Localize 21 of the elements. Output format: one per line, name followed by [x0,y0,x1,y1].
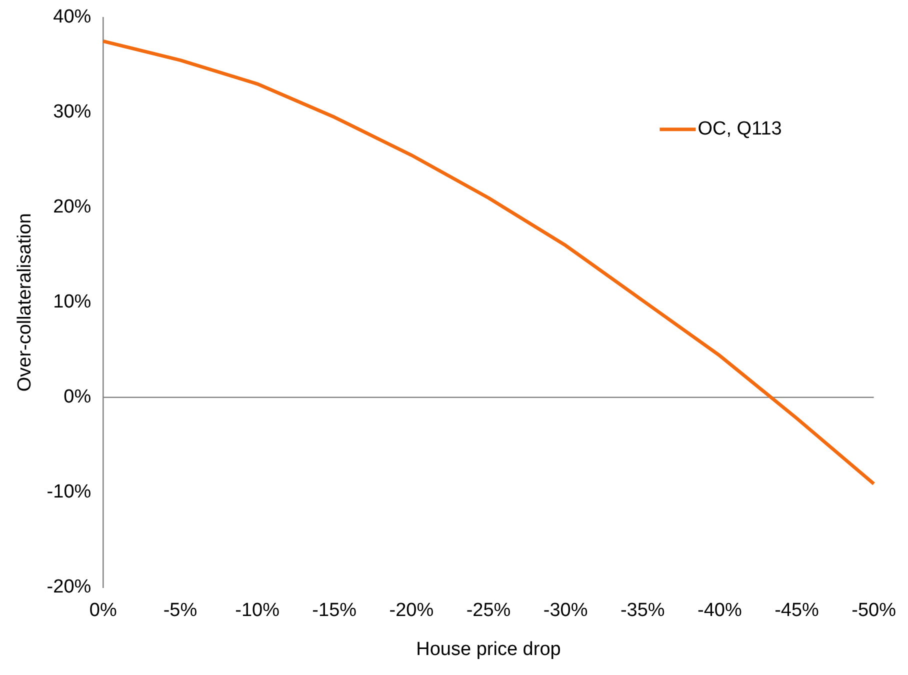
x-tick-label: 0% [89,600,117,622]
x-tick-label: -50% [852,600,896,622]
y-tick-label: 40% [53,6,92,28]
legend-label: OC, Q113 [698,118,782,140]
y-tick-label: -20% [46,576,92,598]
y-tick-label: -10% [46,482,92,503]
x-tick-label: -40% [698,600,742,622]
y-tick-label: 30% [53,102,92,123]
y-tick-label: 20% [53,196,92,218]
x-tick-label: -10% [235,600,280,622]
y-tick-label: 10% [53,292,92,313]
x-tick-label: -30% [543,600,588,622]
x-tick-label: -35% [620,600,665,622]
x-tick-label: -25% [466,600,511,622]
x-tick-label: -5% [163,600,198,622]
x-axis-title: House price drop [416,638,561,660]
y-tick-label: 0% [64,386,92,408]
x-tick-label: -20% [389,600,434,622]
x-tick-label: -45% [774,600,820,622]
y-axis-title: Over-collateralisation [14,213,36,392]
x-tick-label: -15% [312,600,357,622]
